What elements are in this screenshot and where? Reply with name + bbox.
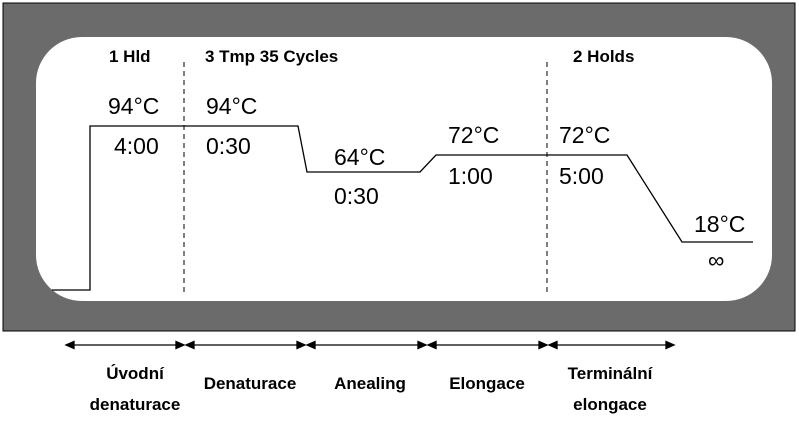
phase-arrow bbox=[547, 340, 676, 350]
phase-label-line: Úvodní bbox=[106, 364, 165, 383]
step-temp: 72°C bbox=[448, 122, 499, 148]
phase-label-line: Denaturace bbox=[204, 374, 297, 393]
step-time: 0:30 bbox=[334, 183, 379, 209]
step-temp: 94°C bbox=[206, 93, 257, 119]
phase-arrow bbox=[64, 340, 186, 350]
phase-label-line: Anealing bbox=[334, 374, 406, 393]
step-temp: 72°C bbox=[559, 122, 610, 148]
temperature-profile-line bbox=[52, 125, 753, 291]
step-time: 4:00 bbox=[114, 133, 159, 159]
step-time: 5:00 bbox=[559, 163, 604, 189]
phase-arrows bbox=[64, 340, 676, 350]
phase-label-line: elongace bbox=[573, 395, 647, 414]
step-time: 0:30 bbox=[206, 133, 251, 159]
step-temp: 18°C bbox=[694, 211, 745, 237]
phase-label-line: Terminální bbox=[568, 364, 654, 383]
step-temp: 94°C bbox=[108, 93, 159, 119]
step-temp: 64°C bbox=[334, 144, 385, 170]
phase-arrow bbox=[184, 340, 307, 350]
phase-label-line: denaturace bbox=[90, 395, 181, 414]
phase-arrow bbox=[426, 340, 549, 350]
phase-label-line: Elongace bbox=[449, 374, 525, 393]
step-time: ∞ bbox=[708, 247, 724, 273]
step-time: 1:00 bbox=[448, 163, 493, 189]
display-panel bbox=[36, 37, 772, 301]
header-hold: 1 Hld bbox=[109, 47, 151, 66]
header-holds: 2 Holds bbox=[573, 47, 634, 66]
phase-arrow bbox=[305, 340, 428, 350]
header-cycles: 3 Tmp 35 Cycles bbox=[205, 47, 338, 66]
